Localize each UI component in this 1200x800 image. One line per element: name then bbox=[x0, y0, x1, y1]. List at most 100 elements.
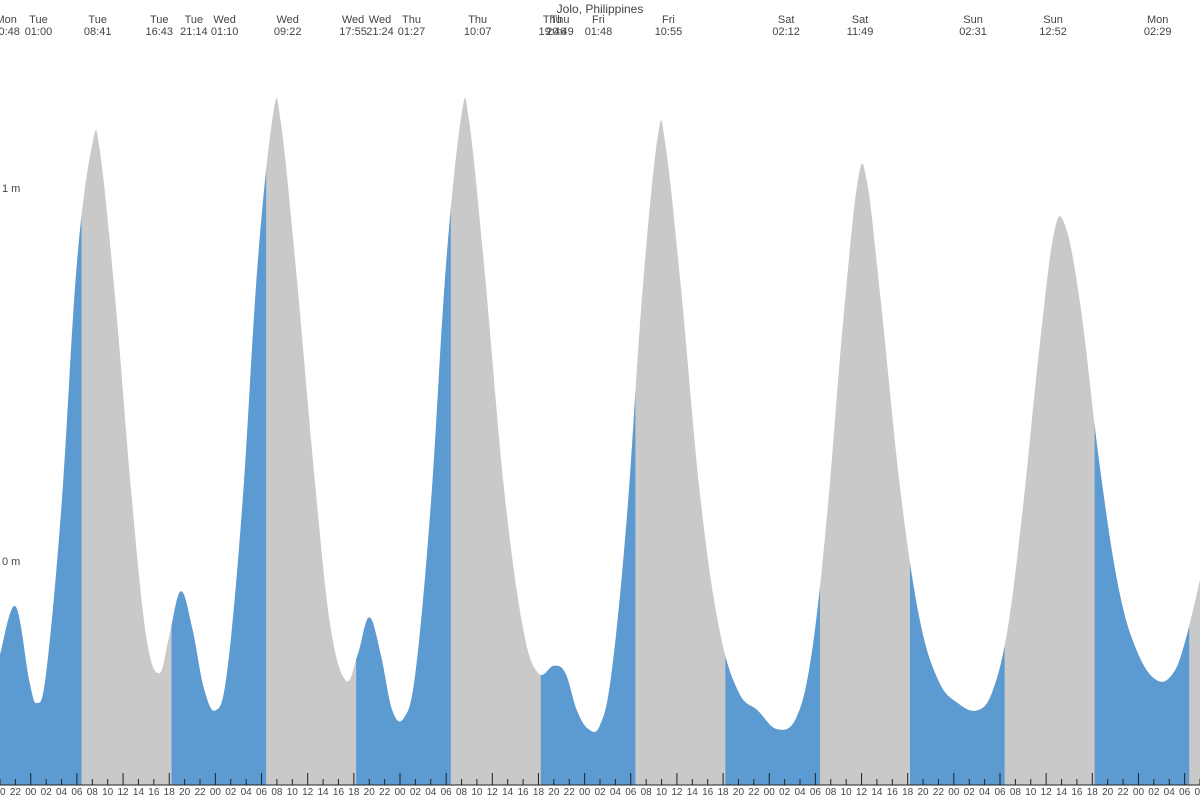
extreme-day: Sat bbox=[852, 14, 869, 26]
x-tick-label: 20 bbox=[0, 787, 6, 798]
extreme-day: Wed bbox=[276, 14, 298, 26]
x-tick-label: 00 bbox=[210, 787, 221, 798]
x-tick-label: 22 bbox=[564, 787, 575, 798]
extreme-label: Thu10:07 bbox=[464, 14, 492, 38]
x-tick-label: 18 bbox=[348, 787, 359, 798]
extreme-day: Sun bbox=[963, 14, 983, 26]
x-tick-label: 06 bbox=[1179, 787, 1190, 798]
extreme-day: Fri bbox=[592, 14, 605, 26]
extreme-day: Tue bbox=[185, 14, 204, 26]
x-tick-label: 16 bbox=[333, 787, 344, 798]
x-tick-label: 04 bbox=[425, 787, 436, 798]
extreme-day: Wed bbox=[342, 14, 364, 26]
extreme-label: Fri10:55 bbox=[655, 14, 683, 38]
x-tick-label: 20 bbox=[1102, 787, 1113, 798]
x-tick-label: 06 bbox=[994, 787, 1005, 798]
y-axis-label: 1 m bbox=[2, 183, 20, 195]
x-tick-label: 10 bbox=[471, 787, 482, 798]
x-tick-label: 02 bbox=[41, 787, 52, 798]
extreme-label: Tue08:41 bbox=[84, 14, 112, 38]
x-tick-label: 00 bbox=[1133, 787, 1144, 798]
x-tick-label: 16 bbox=[518, 787, 529, 798]
extreme-time: 16:43 bbox=[145, 26, 173, 38]
x-tick-label: 12 bbox=[487, 787, 498, 798]
x-tick-label: 06 bbox=[441, 787, 452, 798]
extreme-label: Sun02:31 bbox=[959, 14, 987, 38]
extreme-day: Sun bbox=[1043, 14, 1063, 26]
x-tick-label: 16 bbox=[148, 787, 159, 798]
x-tick-label: 22 bbox=[379, 787, 390, 798]
x-tick-label: 20 bbox=[179, 787, 190, 798]
x-tick-label: 06 bbox=[625, 787, 636, 798]
x-tick-label: 04 bbox=[979, 787, 990, 798]
x-tick-label: 02 bbox=[1148, 787, 1159, 798]
extreme-day: Wed bbox=[213, 14, 235, 26]
x-tick-label: 06 bbox=[71, 787, 82, 798]
extreme-time: 08:41 bbox=[84, 26, 112, 38]
extreme-label: Thu01:27 bbox=[398, 14, 426, 38]
extreme-time: 02:29 bbox=[1144, 26, 1172, 38]
extreme-time: 12:52 bbox=[1039, 26, 1067, 38]
x-tick-label: 04 bbox=[610, 787, 621, 798]
x-tick-label: 20 bbox=[733, 787, 744, 798]
extreme-time: 10:07 bbox=[464, 26, 492, 38]
extreme-time: 02:31 bbox=[959, 26, 987, 38]
x-tick-label: 22 bbox=[933, 787, 944, 798]
x-tick-label: 22 bbox=[1118, 787, 1129, 798]
x-tick-label: 00 bbox=[948, 787, 959, 798]
x-tick-label: 18 bbox=[718, 787, 729, 798]
x-tick-label: 14 bbox=[318, 787, 329, 798]
extreme-label: Tue16:43 bbox=[145, 14, 173, 38]
extreme-label: Tue21:14 bbox=[180, 14, 208, 38]
x-tick-label: 00 bbox=[764, 787, 775, 798]
x-tick-label: 10 bbox=[102, 787, 113, 798]
extreme-day: Sat bbox=[778, 14, 795, 26]
extreme-time: 09:22 bbox=[274, 26, 302, 38]
x-tick-label: 22 bbox=[194, 787, 205, 798]
x-tick-label: 14 bbox=[1056, 787, 1067, 798]
x-tick-label: 22 bbox=[10, 787, 21, 798]
x-tick-label: 10 bbox=[656, 787, 667, 798]
extreme-time: 17:55 bbox=[339, 26, 367, 38]
x-tick-label: 10 bbox=[1025, 787, 1036, 798]
extreme-label: Mon20:48 bbox=[0, 14, 20, 38]
extreme-time: 21:24 bbox=[366, 26, 394, 38]
x-tick-label: 08 bbox=[641, 787, 652, 798]
extreme-day: Tue bbox=[150, 14, 169, 26]
extreme-day: Wed bbox=[369, 14, 391, 26]
x-tick-label: 00 bbox=[394, 787, 405, 798]
extreme-label: Fri01:48 bbox=[585, 14, 613, 38]
extreme-time: 20:48 bbox=[0, 26, 20, 38]
x-tick-label: 06 bbox=[810, 787, 821, 798]
x-tick-label: 14 bbox=[133, 787, 144, 798]
extreme-day: Tue bbox=[88, 14, 107, 26]
extreme-day: Fri bbox=[662, 14, 675, 26]
extreme-day: Mon bbox=[0, 14, 17, 26]
x-tick-label: 20 bbox=[918, 787, 929, 798]
extreme-time: 20:49 bbox=[546, 26, 574, 38]
extreme-label: Sun12:52 bbox=[1039, 14, 1067, 38]
extreme-day: Thu bbox=[468, 14, 487, 26]
extreme-time: 01:27 bbox=[398, 26, 426, 38]
x-tick-label: 02 bbox=[779, 787, 790, 798]
extreme-label: Wed01:10 bbox=[211, 14, 239, 38]
x-tick-label: 02 bbox=[594, 787, 605, 798]
x-tick-label: 00 bbox=[579, 787, 590, 798]
extreme-time: 10:55 bbox=[655, 26, 683, 38]
x-tick-label: 12 bbox=[856, 787, 867, 798]
x-tick-label: 14 bbox=[502, 787, 513, 798]
extreme-time: 21:14 bbox=[180, 26, 208, 38]
x-tick-label: 12 bbox=[1041, 787, 1052, 798]
x-tick-label: 04 bbox=[1164, 787, 1175, 798]
extreme-time: 02:12 bbox=[772, 26, 800, 38]
x-tick-label: 08 bbox=[1010, 787, 1021, 798]
extreme-time: 01:48 bbox=[585, 26, 613, 38]
tide-chart-svg bbox=[0, 0, 1200, 800]
x-tick-label: 18 bbox=[533, 787, 544, 798]
extreme-label: Wed09:22 bbox=[274, 14, 302, 38]
extreme-label: Mon02:29 bbox=[1144, 14, 1172, 38]
x-tick-label: 04 bbox=[241, 787, 252, 798]
extreme-time: 01:10 bbox=[211, 26, 239, 38]
extreme-label: Wed17:55 bbox=[339, 14, 367, 38]
extreme-label: Sat11:49 bbox=[847, 14, 874, 38]
